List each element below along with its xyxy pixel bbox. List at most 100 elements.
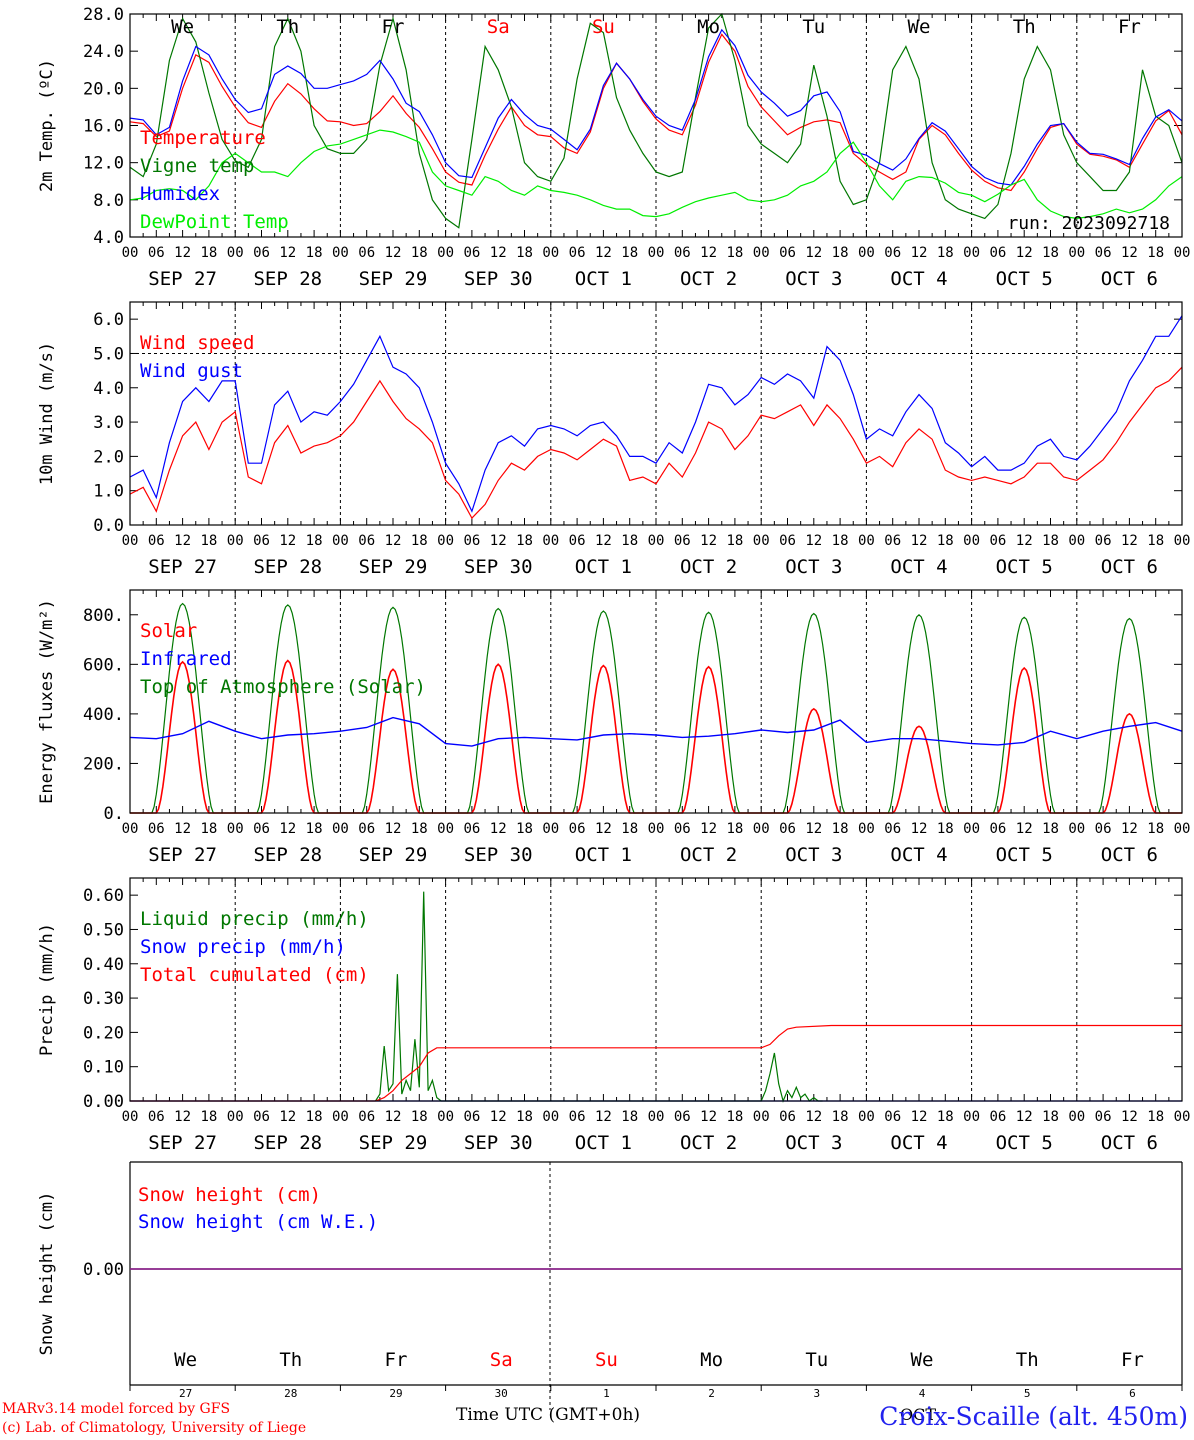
precip-axis-title: Precip (mm/h) <box>37 923 57 1056</box>
hour-tick-label: 00 <box>1174 245 1191 261</box>
date-label: SEP 29 <box>359 844 428 866</box>
hour-tick-label: 00 <box>542 533 559 549</box>
hour-tick-label: 06 <box>253 245 270 261</box>
hour-tick-label: 12 <box>490 1109 507 1125</box>
date-label: SEP 27 <box>148 556 217 578</box>
lab-credit: (c) Lab. of Climatology, University of L… <box>2 1420 307 1436</box>
day-name: Su <box>595 1349 618 1371</box>
hour-tick-label: 12 <box>490 821 507 837</box>
hour-tick-label: 18 <box>937 1109 954 1125</box>
hour-tick-label: 06 <box>884 245 901 261</box>
hour-tick-label: 18 <box>306 821 323 837</box>
hour-tick-label: 06 <box>463 1109 480 1125</box>
hour-tick-label: 12 <box>174 245 191 261</box>
series-toa-solar <box>866 613 972 814</box>
day-name: Tu <box>802 16 825 38</box>
legend-blue: Snow height (cm W.E.) <box>138 1211 378 1233</box>
day-name: We <box>908 16 931 38</box>
hour-tick-label: 18 <box>832 245 849 261</box>
y-tick-label: 20.0 <box>83 79 124 99</box>
hour-tick-label: 12 <box>595 1109 612 1125</box>
hour-tick-label: 18 <box>1147 533 1164 549</box>
date-label: OCT 6 <box>1101 1132 1158 1154</box>
hour-tick-label: 18 <box>200 821 217 837</box>
hour-tick-label: 12 <box>595 533 612 549</box>
date-label: OCT 5 <box>996 844 1053 866</box>
hour-tick-label: 18 <box>411 533 428 549</box>
hour-tick-label: 18 <box>1147 1109 1164 1125</box>
hour-tick-label: 12 <box>279 1109 296 1125</box>
series-red <box>130 1024 1182 1102</box>
hour-tick-label: 06 <box>148 1109 165 1125</box>
series-solar <box>1076 712 1182 814</box>
hour-tick-label: 18 <box>832 1109 849 1125</box>
y-tick-label: 2.0 <box>93 447 124 467</box>
legend-green: Vigne temp <box>140 155 254 177</box>
hour-tick-label: 12 <box>911 821 928 837</box>
series-toa-solar <box>656 611 762 814</box>
series-toa-solar <box>340 606 446 814</box>
hour-tick-label: 00 <box>227 821 244 837</box>
hour-tick-label: 00 <box>122 821 139 837</box>
hour-tick-label: 06 <box>674 245 691 261</box>
hour-tick-label: 18 <box>306 1109 323 1125</box>
hour-tick-label: 00 <box>332 245 349 261</box>
hour-tick-label: 06 <box>674 821 691 837</box>
series-toa-solar <box>971 616 1077 814</box>
hour-tick-label: 06 <box>989 1109 1006 1125</box>
hour-tick-label: 12 <box>595 245 612 261</box>
hour-tick-label: 00 <box>648 245 665 261</box>
date-label: OCT 6 <box>1101 268 1158 290</box>
hour-tick-label: 00 <box>437 533 454 549</box>
hour-tick-label: 00 <box>963 821 980 837</box>
y-tick-label: 400. <box>83 705 124 725</box>
hour-tick-label: 00 <box>1068 245 1085 261</box>
date-label: OCT 5 <box>996 268 1053 290</box>
hour-tick-label: 18 <box>516 245 533 261</box>
date-label: SEP 28 <box>253 556 322 578</box>
hour-tick-label: 00 <box>858 821 875 837</box>
hour-tick-label: 12 <box>1121 245 1138 261</box>
hour-tick-label: 00 <box>963 533 980 549</box>
date-label: SEP 27 <box>148 844 217 866</box>
hour-tick-label: 12 <box>911 245 928 261</box>
hour-tick-label: 18 <box>516 821 533 837</box>
hour-tick-label: 12 <box>700 245 717 261</box>
hour-tick-label: 18 <box>1042 821 1059 837</box>
hour-tick-label: 06 <box>1095 533 1112 549</box>
day-name: Mo <box>697 16 720 38</box>
y-tick-label: 0.00 <box>83 1260 124 1280</box>
hour-tick-label: 06 <box>358 533 375 549</box>
hour-tick-label: 12 <box>700 1109 717 1125</box>
model-credit: MARv3.14 model forced by GFS <box>2 1401 231 1417</box>
date-label: OCT 1 <box>575 556 632 578</box>
hour-tick-label: 00 <box>1068 821 1085 837</box>
legend-red: Solar <box>140 620 197 642</box>
day-number: 30 <box>495 1387 508 1400</box>
hour-tick-label: 18 <box>726 1109 743 1125</box>
hour-tick-label: 18 <box>1042 1109 1059 1125</box>
hour-tick-label: 12 <box>700 821 717 837</box>
wind-axis-title: 10m Wind (m/s) <box>37 342 57 485</box>
hour-tick-label: 06 <box>148 245 165 261</box>
hour-tick-label: 06 <box>779 821 796 837</box>
hour-tick-label: 00 <box>437 821 454 837</box>
hour-tick-label: 00 <box>332 533 349 549</box>
series-toa-solar <box>1076 617 1182 814</box>
day-name: Fr <box>385 1349 408 1371</box>
hour-tick-label: 06 <box>989 533 1006 549</box>
series-green <box>129 12 1183 229</box>
date-label: OCT 3 <box>785 1132 842 1154</box>
hour-tick-label: 00 <box>542 1109 559 1125</box>
day-name: Sa <box>490 1349 513 1371</box>
hour-tick-label: 06 <box>253 533 270 549</box>
day-name: Fr <box>1118 16 1141 38</box>
hour-tick-label: 12 <box>385 821 402 837</box>
hour-tick-label: 00 <box>332 821 349 837</box>
day-name: Th <box>1013 16 1036 38</box>
date-label: SEP 27 <box>148 1132 217 1154</box>
y-tick-label: 24.0 <box>83 42 124 62</box>
panel-frame <box>129 13 1183 238</box>
date-label: OCT 5 <box>996 556 1053 578</box>
date-label: OCT 3 <box>785 556 842 578</box>
